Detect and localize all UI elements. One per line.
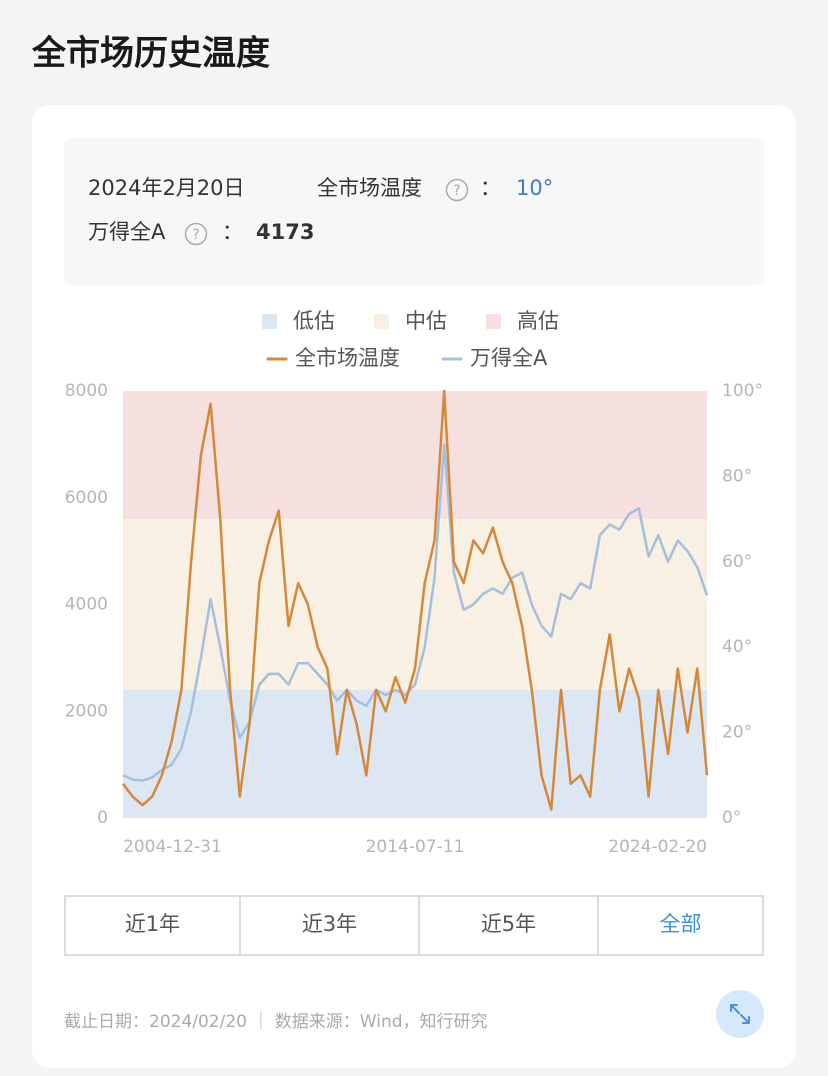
index-label: 万得全A [88,220,166,244]
band [123,689,707,818]
expand-button[interactable] [716,990,764,1038]
info-date: 2024年2月20日 [88,176,245,200]
temp-label: 全市场温度 [317,176,422,200]
range-button[interactable]: 近5年 [418,895,599,956]
y-tick-label: 0 [97,808,108,828]
range-button-label[interactable]: 近1年 [125,912,180,936]
expand-icon [730,1004,750,1024]
page-title: 全市场历史温度 [31,34,270,74]
range-button[interactable]: 近3年 [239,895,420,956]
range-button[interactable]: 近1年 [64,895,241,956]
y2-tick-label: 0° [722,808,741,828]
footer-text: 截止日期：2024/02/20 ｜ 数据来源：Wind，知行研究 [64,1012,488,1032]
y2-tick-label: 100° [722,381,763,401]
range-button-label[interactable]: 近5年 [481,912,536,936]
legend-label: 低估 [293,309,335,333]
legend-label: 全市场温度 [295,346,400,370]
x-tick-label: 2004-12-31 [123,837,222,857]
colon: ： [222,220,243,244]
legend-label: 中估 [405,309,447,333]
y-tick-label: 4000 [65,595,108,615]
x-tick-label: 2014-07-11 [366,837,465,857]
help-icon-text: ? [453,183,460,199]
help-icon-text: ? [192,227,199,243]
legend-label: 高估 [517,309,559,333]
expand-circle[interactable] [716,990,764,1038]
y2-tick-label: 60° [722,552,752,572]
x-tick-label: 2024-02-20 [608,837,707,857]
range-button-bg[interactable] [597,895,764,956]
y2-tick-label: 20° [722,723,752,743]
y-tick-label: 6000 [65,488,108,508]
series-line [122,389,709,811]
help-icon[interactable] [445,178,469,202]
y2-tick-label: 80° [722,466,752,486]
range-button[interactable]: 全部 [597,895,764,956]
legend-swatch [262,314,277,329]
band [123,391,707,520]
y-tick-label: 2000 [65,701,108,721]
y2-tick-label: 40° [722,637,752,657]
colon: ： [480,176,501,200]
range-button-label[interactable]: 全部 [660,912,702,936]
legend-label: 万得全A [470,346,548,370]
series-line [122,443,709,782]
info-panel [64,138,764,285]
temp-value: 10° [516,176,553,200]
help-icon[interactable] [184,222,208,246]
y-tick-label: 8000 [65,381,108,401]
legend-swatch [486,314,501,329]
range-button-label[interactable]: 近3年 [302,912,357,936]
legend-swatch [374,314,389,329]
index-value: 4173 [256,220,314,244]
